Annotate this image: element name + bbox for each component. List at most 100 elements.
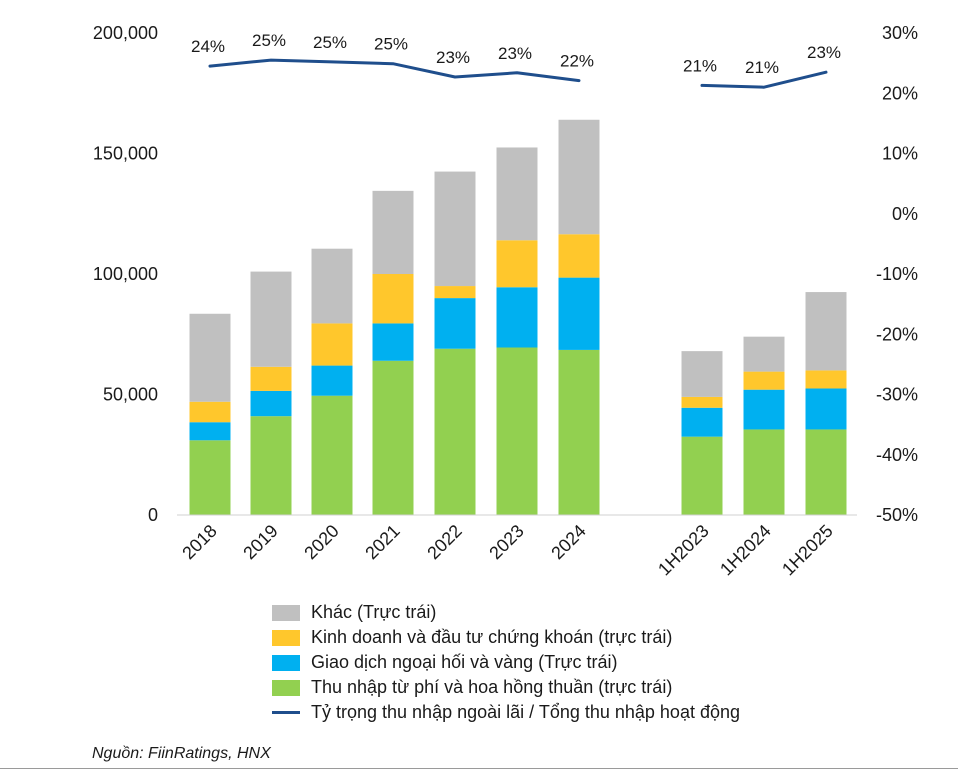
bar-segment (189, 440, 231, 515)
bar-segment (434, 298, 476, 349)
legend-label: Khác (Trực trái) (311, 602, 437, 622)
ratio-data-label: 23% (498, 44, 532, 63)
bar-segment (681, 396, 723, 408)
bar-segment (558, 349, 600, 515)
bar-segment (189, 422, 231, 441)
x-axis-tick-label: 2019 (239, 521, 281, 563)
right-axis-tick-label: 20% (882, 83, 918, 103)
legend-label: Giao dịch ngoại hối và vàng (Trực trái) (311, 652, 618, 672)
ratio-data-label: 25% (374, 35, 408, 54)
bar-segment (496, 240, 538, 288)
ratio-data-label: 23% (436, 48, 470, 67)
bar-segment (496, 347, 538, 515)
right-axis-tick-label: -50% (876, 505, 918, 525)
ratio-data-label: 21% (745, 58, 779, 77)
bar-segment (311, 395, 353, 515)
left-axis-tick-label: 100,000 (93, 264, 158, 284)
bar-segment (189, 313, 231, 402)
bar-segment (743, 429, 785, 515)
legend-item: Tỷ trọng thu nhập ngoài lãi / Tổng thu n… (272, 700, 832, 725)
right-axis-tick-label: -10% (876, 264, 918, 284)
bar-segment (434, 286, 476, 299)
x-axis: 2018 2019 2020 2021 2022 2023 2024 1H2023 1H2024… (178, 521, 836, 580)
left-axis: 200,000 150,000 100,000 50,000 0 (93, 23, 158, 525)
bar-segment (681, 436, 723, 515)
bar-segment (558, 277, 600, 350)
x-axis-tick-label: 1H2024 (716, 521, 775, 580)
legend-color-swatch (272, 654, 300, 671)
ratio-data-label: 25% (252, 31, 286, 50)
bar-segment (311, 248, 353, 324)
bar-segment (558, 119, 600, 235)
bar-segment (743, 371, 785, 390)
ratio-data-label: 21% (683, 56, 717, 75)
bar-segment (805, 429, 847, 515)
bar-segment (372, 190, 414, 274)
ratio-data-label: 22% (560, 52, 594, 71)
legend: Khác (Trực trái) Kinh doanh và đầu tư chứ… (272, 600, 832, 725)
x-axis-tick-label: 2024 (547, 521, 589, 563)
bar-segment (189, 401, 231, 423)
chart: 200,000 150,000 100,000 50,000 0 30% 20% 10% 0%… (93, 23, 918, 580)
bar-segment (372, 274, 414, 324)
bar-segment (372, 323, 414, 361)
x-axis-tick-label: 2023 (485, 521, 527, 563)
legend-color-swatch (272, 604, 300, 621)
left-axis-tick-label: 200,000 (93, 23, 158, 43)
ratio-data-label: 25% (313, 33, 347, 52)
x-axis-tick-label: 2022 (423, 521, 465, 563)
bar-segment (496, 287, 538, 348)
left-axis-tick-label: 0 (148, 505, 158, 525)
bar-segment (311, 323, 353, 366)
bar-segment (250, 271, 292, 367)
bar-segment (250, 416, 292, 515)
right-axis-tick-label: -40% (876, 445, 918, 465)
ratio-labels: 24% 25% 25% 25% 23% 23% 22% 21% 21% 23% (191, 31, 841, 77)
bar-segment (743, 389, 785, 430)
right-axis: 30% 20% 10% 0% -10% -20% -30% -40% -50% (876, 23, 918, 525)
ratio-data-label: 23% (807, 43, 841, 62)
ratio-data-label: 24% (191, 37, 225, 56)
bar-segment (434, 171, 476, 287)
bar-layer (189, 119, 847, 515)
left-axis-tick-label: 50,000 (103, 385, 158, 405)
legend-color-swatch (272, 629, 300, 646)
legend-label: Kinh doanh và đầu tư chứng khoán (trực t… (311, 627, 673, 647)
legend-item: Giao dịch ngoại hối và vàng (Trực trái) (272, 650, 832, 675)
x-axis-tick-label: 2018 (178, 521, 220, 563)
x-axis-tick-label: 1H2023 (654, 521, 713, 580)
legend-item: Khác (Trực trái) (272, 600, 832, 625)
x-axis-tick-label: 2020 (300, 521, 342, 563)
bar-segment (681, 351, 723, 397)
bottom-divider (0, 768, 958, 769)
bar-segment (250, 366, 292, 391)
bar-segment (372, 360, 414, 515)
bar-segment (743, 336, 785, 372)
bar-segment (311, 365, 353, 396)
bar-segment (434, 348, 476, 515)
bar-segment (496, 147, 538, 241)
ratio-line-layer (208, 58, 828, 89)
legend-line-swatch (272, 711, 300, 714)
x-axis-tick-label: 2021 (361, 521, 403, 563)
ratio-line (208, 58, 581, 83)
ratio-line (700, 70, 828, 89)
bar-segment (805, 292, 847, 371)
bar-segment (681, 407, 723, 437)
right-axis-tick-label: 0% (892, 204, 918, 224)
left-axis-tick-label: 150,000 (93, 144, 158, 164)
right-axis-tick-label: 30% (882, 23, 918, 43)
right-axis-tick-label: -20% (876, 324, 918, 344)
bar-segment (558, 234, 600, 278)
bar-segment (805, 370, 847, 389)
source-note: Nguồn: FiinRatings, HNX (92, 745, 271, 762)
right-axis-tick-label: -30% (876, 385, 918, 405)
legend-item: Thu nhập từ phí và hoa hồng thuần (trực … (272, 675, 832, 700)
legend-label: Thu nhập từ phí và hoa hồng thuần (trực … (311, 677, 673, 697)
legend-label: Tỷ trọng thu nhập ngoài lãi / Tổng thu n… (311, 702, 740, 722)
x-axis-tick-label: 1H2025 (778, 521, 837, 580)
legend-item: Kinh doanh và đầu tư chứng khoán (trực t… (272, 625, 832, 650)
legend-color-swatch (272, 679, 300, 696)
bar-segment (805, 388, 847, 430)
bar-segment (250, 390, 292, 417)
